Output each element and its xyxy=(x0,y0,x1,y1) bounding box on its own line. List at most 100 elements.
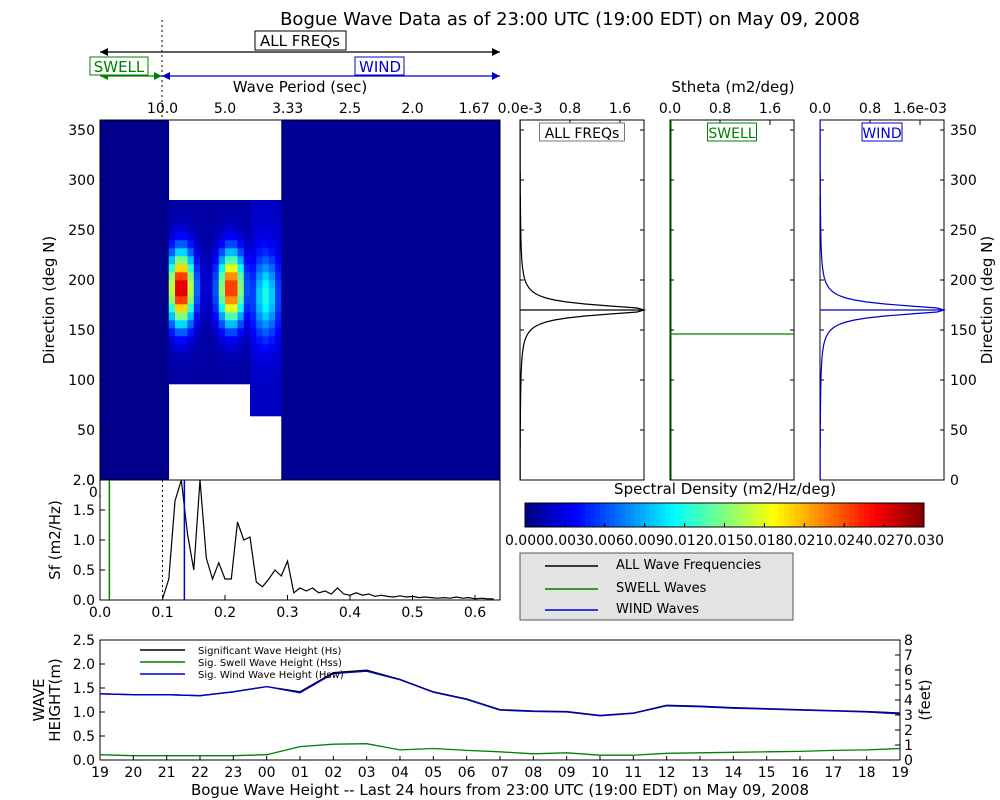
heatmap-cell xyxy=(493,472,501,481)
heatmap-cell xyxy=(162,184,170,193)
heatmap-cell xyxy=(287,192,295,201)
heatmap-cell xyxy=(462,328,470,337)
heatmap-cell xyxy=(375,200,382,209)
heatmap-cell xyxy=(150,216,157,225)
stheta-xtick-label: 1.6e-03 xyxy=(893,101,947,117)
heatmap-cell xyxy=(137,192,145,201)
colorbar-tick-label: 0.027 xyxy=(864,533,904,549)
heatmap-cell xyxy=(243,232,251,241)
heatmap-cell xyxy=(212,216,220,225)
heatmap-cell xyxy=(281,136,288,145)
stheta-frame xyxy=(669,119,795,481)
heatmap-cell xyxy=(468,336,476,345)
heatmap-cell xyxy=(425,304,432,313)
heatmap-cell xyxy=(387,144,395,153)
heatmap-cell xyxy=(437,152,445,161)
waveheight-ytick-label: 2.5 xyxy=(73,633,95,649)
heatmap-cell xyxy=(287,232,295,241)
heatmap-cell xyxy=(231,240,238,249)
heatmap-cell xyxy=(256,232,263,241)
heatmap-cell xyxy=(443,144,451,153)
heatmap-cell xyxy=(400,392,407,401)
heatmap-cell xyxy=(306,448,313,457)
heatmap-cell xyxy=(300,168,307,177)
heatmap-cell xyxy=(325,208,332,217)
heatmap-cell xyxy=(331,464,338,473)
heatmap-cell xyxy=(462,176,470,185)
heatmap-cell xyxy=(125,456,132,465)
heatmap-cell xyxy=(243,304,251,313)
heatmap-cell xyxy=(393,352,401,361)
heatmap-cell xyxy=(118,400,126,409)
heatmap-cell xyxy=(456,304,463,313)
heatmap-cell xyxy=(137,328,145,337)
heatmap-cell xyxy=(125,448,132,457)
heatmap-cell xyxy=(231,368,238,377)
heatmap-cell xyxy=(437,288,445,297)
heatmap-cell xyxy=(425,288,432,297)
heatmap-cell xyxy=(143,264,151,273)
heatmap-cell xyxy=(200,224,207,233)
heatmap-cell xyxy=(137,152,145,161)
heatmap-cell xyxy=(112,120,120,129)
heatmap-cell xyxy=(375,312,382,321)
heatmap-cell xyxy=(468,240,476,249)
heatmap-cell xyxy=(350,456,357,465)
heatmap-cell xyxy=(175,296,182,305)
heatmap-cell xyxy=(456,136,463,145)
heatmap-cell xyxy=(118,304,126,313)
heatmap-cell xyxy=(425,176,432,185)
heatmap-cell xyxy=(137,168,145,177)
heatmap-cell xyxy=(162,152,170,161)
heatmap-cell xyxy=(418,128,426,137)
heatmap-cell xyxy=(137,448,145,457)
heatmap-cell xyxy=(237,288,245,297)
heatmap-cell xyxy=(406,400,413,409)
heatmap-cell xyxy=(450,120,457,129)
heatmap-cell xyxy=(462,336,470,345)
heatmap-cell xyxy=(262,392,270,401)
heatmap-cell xyxy=(218,256,226,265)
heatmap-cell xyxy=(262,328,270,337)
heatmap-cell xyxy=(368,448,376,457)
heatmap-cell xyxy=(131,160,138,169)
heatmap-cell xyxy=(375,304,382,313)
heatmap-cell xyxy=(406,232,413,241)
heatmap-cell xyxy=(137,360,145,369)
heatmap-cell xyxy=(168,264,176,273)
heatmap-cell xyxy=(331,184,338,193)
heatmap-cell xyxy=(362,328,370,337)
heatmap-cell xyxy=(418,136,426,145)
heatmap-cell xyxy=(343,248,351,257)
heatmap-cell xyxy=(137,176,145,185)
heatmap-cell xyxy=(412,120,420,129)
heatmap-cell xyxy=(406,208,413,217)
heatmap-cell xyxy=(362,200,370,209)
heatmap-cell xyxy=(318,296,326,305)
heatmap-cell xyxy=(287,272,295,281)
heatmap-cell xyxy=(362,296,370,305)
heatmap-cell xyxy=(287,424,295,433)
heatmap-cell xyxy=(387,392,395,401)
heatmap-cell xyxy=(312,432,320,441)
heatmap-cell xyxy=(162,408,170,417)
spectrum-ytick-label: 2.0 xyxy=(73,473,95,489)
heatmap-cell xyxy=(356,304,363,313)
heatmap-cell xyxy=(425,216,432,225)
heatmap-cell xyxy=(350,400,357,409)
heatmap-cell xyxy=(437,120,445,129)
heatmap-cell xyxy=(431,368,438,377)
heatmap-cell xyxy=(156,208,163,217)
heatmap-cell xyxy=(181,208,188,217)
heatmap-cell xyxy=(112,400,120,409)
heatmap-cell xyxy=(181,272,188,281)
heatmap-cell xyxy=(318,392,326,401)
heatmap-cell xyxy=(225,264,232,273)
heatmap-cell xyxy=(368,424,376,433)
heatmap-cell xyxy=(368,360,376,369)
heatmap-cell xyxy=(356,200,363,209)
heatmap-cell xyxy=(356,400,363,409)
heatmap-cell xyxy=(268,312,276,321)
heatmap-cell xyxy=(275,240,282,249)
period-tick-label: 3.33 xyxy=(272,101,303,117)
